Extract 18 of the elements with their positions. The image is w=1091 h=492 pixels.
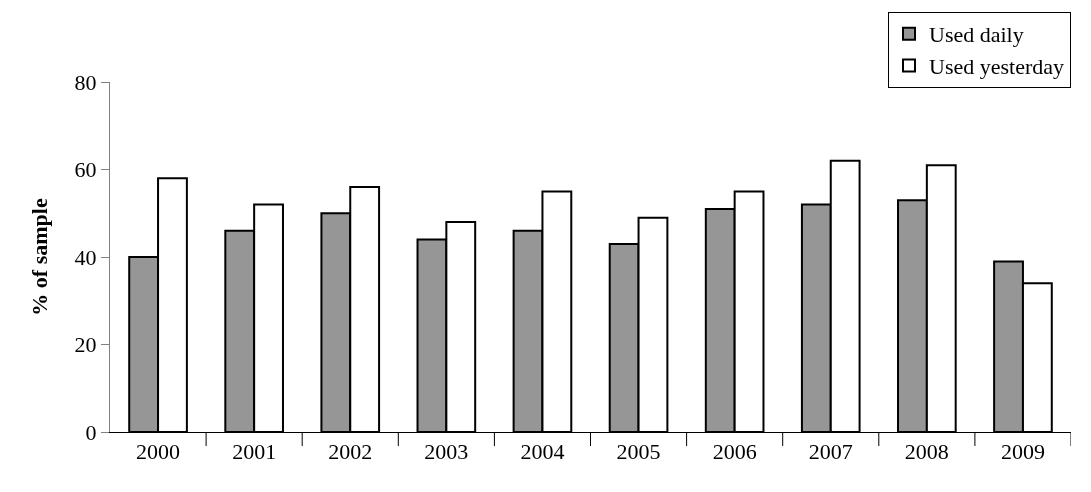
- y-tick-label: 80: [74, 69, 97, 95]
- y-tick-label: 20: [74, 332, 97, 358]
- y-axis-title: % of sample: [27, 198, 53, 316]
- x-tick-label: 2000: [136, 439, 181, 465]
- y-tick-label: 40: [74, 244, 97, 270]
- x-tick-label: 2008: [904, 439, 949, 465]
- x-tick-label: 2007: [808, 439, 853, 465]
- y-tick-label: 60: [74, 157, 97, 183]
- x-tick-label: 2005: [616, 439, 661, 465]
- x-tick-label: 2002: [328, 439, 373, 465]
- x-tick-label: 2009: [1000, 439, 1045, 465]
- x-tick-label: 2001: [232, 439, 277, 465]
- x-tick-label: 2004: [520, 439, 565, 465]
- x-tick-label: 2003: [424, 439, 469, 465]
- y-tick-label: 0: [85, 419, 97, 445]
- legend-label: Used daily: [929, 22, 1024, 48]
- legend-label: Used yesterday: [929, 53, 1065, 79]
- x-tick-label: 2006: [712, 439, 757, 465]
